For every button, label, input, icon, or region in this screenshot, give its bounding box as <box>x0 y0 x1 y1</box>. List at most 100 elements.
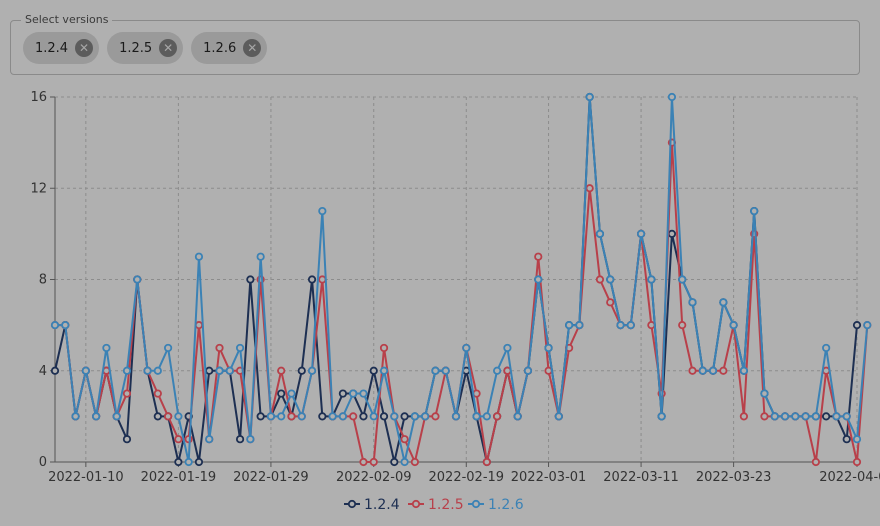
data-point <box>708 366 718 375</box>
data-point <box>277 389 286 398</box>
data-point <box>122 366 132 375</box>
data-point <box>657 412 666 421</box>
legend-item[interactable]: 1.2.5 <box>408 497 464 513</box>
data-point <box>852 435 862 444</box>
data-point <box>318 412 327 421</box>
data-point <box>441 366 450 375</box>
data-point <box>606 275 615 284</box>
data-point <box>647 275 656 284</box>
data-point <box>729 321 738 330</box>
data-point <box>523 366 533 375</box>
data-point <box>832 412 841 421</box>
data-point <box>153 412 162 421</box>
data-point <box>400 412 409 421</box>
x-tick-label: 2022-01-29 <box>233 470 309 485</box>
data-point <box>379 366 389 375</box>
version-chip-1-2-6[interactable]: 1.2.6 ✕ <box>191 32 268 64</box>
data-point <box>349 412 358 421</box>
data-point <box>451 412 461 421</box>
data-point <box>760 389 769 398</box>
data-point <box>174 457 183 467</box>
data-point <box>277 366 286 375</box>
legend-item[interactable]: 1.2.4 <box>344 497 400 513</box>
legend-label: 1.2.5 <box>428 497 464 513</box>
data-point <box>349 389 358 398</box>
data-point <box>719 366 728 375</box>
data-point <box>379 343 389 353</box>
x-tick-label: 2022-02-09 <box>336 470 412 485</box>
legend-item[interactable]: 1.2.6 <box>468 497 524 513</box>
y-tick-label: 12 <box>30 181 47 196</box>
data-point <box>719 298 728 307</box>
data-point <box>174 412 183 421</box>
chip-label: 1.2.4 <box>35 40 69 56</box>
data-point <box>359 412 368 421</box>
data-point <box>811 457 820 467</box>
data-point <box>297 412 306 421</box>
data-point <box>791 412 800 421</box>
data-point <box>750 206 759 216</box>
series-layer <box>50 92 872 467</box>
version-chips: 1.2.4 ✕ 1.2.5 ✕ 1.2.6 ✕ <box>23 32 268 64</box>
data-point <box>246 435 255 444</box>
data-point <box>482 412 491 421</box>
y-tick-label: 0 <box>39 455 47 470</box>
data-point <box>698 366 707 375</box>
data-point <box>215 343 224 353</box>
version-chip-1-2-5[interactable]: 1.2.5 ✕ <box>107 32 184 64</box>
data-point <box>277 412 286 421</box>
series-line <box>55 96 869 463</box>
data-point <box>678 275 687 284</box>
chip-label: 1.2.5 <box>119 40 153 56</box>
data-point <box>595 275 605 284</box>
data-point <box>369 412 378 421</box>
data-point <box>92 412 101 421</box>
version-chip-1-2-4[interactable]: 1.2.4 ✕ <box>23 32 100 64</box>
data-point <box>554 412 563 421</box>
data-point <box>235 343 245 353</box>
y-tick-label: 16 <box>30 90 47 105</box>
data-point <box>400 457 409 467</box>
close-circle-icon[interactable]: ✕ <box>75 39 94 57</box>
x-tick-label: 2022-01-10 <box>48 470 124 485</box>
data-point <box>801 412 810 421</box>
data-point <box>493 366 502 375</box>
legend-label: 1.2.4 <box>364 497 400 513</box>
data-point <box>431 366 440 375</box>
data-point <box>225 366 234 375</box>
data-point <box>297 366 306 375</box>
data-point <box>318 275 327 284</box>
data-point <box>307 275 317 284</box>
data-point <box>287 412 296 421</box>
data-point <box>215 366 224 375</box>
data-point <box>390 457 399 467</box>
data-point <box>307 366 317 375</box>
x-tick-label: 2022-04-06 <box>819 470 880 485</box>
close-circle-icon[interactable]: ✕ <box>159 39 178 57</box>
data-point <box>503 343 512 353</box>
data-point <box>780 412 790 421</box>
data-point <box>379 412 389 421</box>
data-point <box>61 321 70 330</box>
close-circle-icon[interactable]: ✕ <box>243 39 262 57</box>
legend-marker <box>347 499 357 509</box>
data-point <box>822 412 831 421</box>
legend-marker <box>411 499 421 509</box>
data-point <box>595 229 605 238</box>
data-point <box>153 366 162 375</box>
series-1-2-4 <box>50 92 862 467</box>
y-tick-label: 4 <box>39 364 47 379</box>
data-point <box>462 343 471 353</box>
data-point <box>194 321 204 330</box>
data-point <box>852 457 862 467</box>
y-tick-label: 8 <box>39 273 47 288</box>
data-point <box>338 389 347 398</box>
data-point <box>431 412 440 421</box>
data-point <box>626 321 635 330</box>
data-point <box>71 412 80 421</box>
data-point <box>842 412 851 421</box>
data-point <box>143 366 152 375</box>
data-point <box>164 412 173 421</box>
version-select[interactable]: Select versions 1.2.4 ✕ 1.2.5 ✕ 1.2.6 ✕ <box>10 13 860 75</box>
data-point <box>369 457 378 467</box>
